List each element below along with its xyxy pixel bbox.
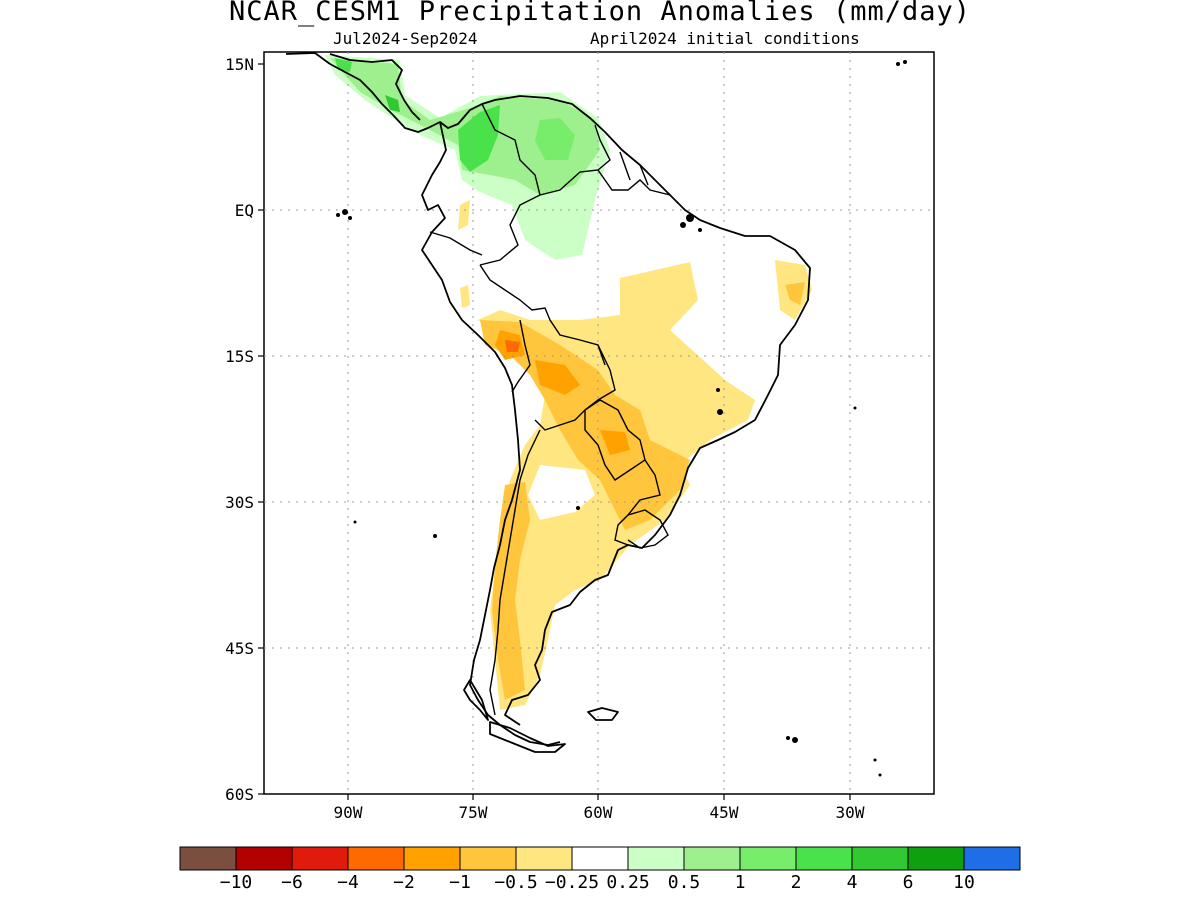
border-argentina-brazil [614,459,661,546]
colorbar-swatch [739,846,797,871]
lat-tick-label: 15S [225,347,254,366]
lon-tick-label: 45W [710,803,739,822]
colorbar-label: 2 [791,872,802,893]
colorbar-label: −2 [393,872,415,893]
colorbar-label: −1 [449,872,471,893]
border-guianas [597,151,671,196]
colorbar-label: 0.25 [606,872,649,893]
anomaly-green-strong [385,95,400,112]
lat-tick-label: 45S [225,639,254,658]
colorbar-label: −0.25 [545,872,599,893]
anomaly-orange-mid [600,430,630,455]
colorbar-swatch [907,846,965,871]
anomaly-orange-light [785,282,805,305]
colorbar-swatch [515,846,573,871]
central-america-coast [285,52,496,133]
border-argentina-chile [489,429,541,716]
chile-fjords [463,679,489,721]
lon-tick-label: 30W [836,803,865,822]
colorbar-swatch [179,846,237,871]
south-america-coast [421,95,811,746]
colorbar-swatch [459,846,517,871]
anomaly-shading [325,55,812,710]
colorbar-label: 6 [903,872,914,893]
border-ecuador-peru [429,231,483,256]
map-title: NCAR_CESM1 Precipitation Anomalies (mm/d… [229,0,971,27]
colorbar-swatch [347,846,405,871]
colorbar-swatch [963,846,1021,871]
colorbar-swatch [795,846,853,871]
border-paraguay [584,399,646,481]
anomaly-yellow [458,200,470,230]
lat-tick-labels: 15N EQ 15S 30S 45S 60S [225,55,254,804]
lon-tick-labels: 90W 75W 60W 45W 30W [334,803,865,822]
colorbar-swatch [403,846,461,871]
axis-ticks [258,63,851,800]
lon-tick-label: 75W [459,803,488,822]
tierra-del-fuego [489,721,566,753]
colorbar-swatch [571,846,629,871]
colorbar-label: −4 [337,872,359,893]
colorbar-swatch [683,846,741,871]
forecast-period: Jul2024-Sep2024 [333,29,478,48]
lon-tick-label: 60W [584,803,613,822]
lon-tick-label: 90W [334,803,363,822]
map-frame [263,51,935,795]
islands [336,60,907,777]
colorbar-label: 0.5 [668,872,701,893]
lat-tick-label: EQ [235,201,254,220]
anomaly-green-strong [458,105,500,172]
colorbar-label: −6 [281,872,303,893]
borders [429,103,671,716]
falklands [587,707,619,721]
colorbar-label: 1 [735,872,746,893]
lat-tick-label: 30S [225,493,254,512]
colorbar-label: 10 [953,872,975,893]
colorbar-swatch [235,846,293,871]
border-peru-brazil [479,264,606,366]
colorbar-label: −10 [220,872,253,893]
lat-tick-label: 60S [225,785,254,804]
anomaly-orange-mid [535,360,580,395]
colorbar-swatch [291,846,349,871]
colorbar-label: 4 [847,872,858,893]
central-america-north-coast [329,53,421,121]
colorbar-swatch [851,846,909,871]
anomaly-yellow [460,285,470,308]
colorbar: −10 −6 −4 −2 −1 −0.5 −0.25 0.25 0.5 1 2 4 6 10 [179,846,1021,893]
anomaly-green-strong [535,118,575,160]
colorbar-swatch [627,846,685,871]
initial-conditions: April2024 initial conditions [590,29,860,48]
lat-tick-label: 15N [225,55,254,74]
border-uruguay [627,509,669,549]
coastlines [285,52,811,753]
border-peru-bolivia [511,319,531,393]
anomaly-orange-strong [505,340,520,352]
colorbar-label: −0.5 [494,872,537,893]
